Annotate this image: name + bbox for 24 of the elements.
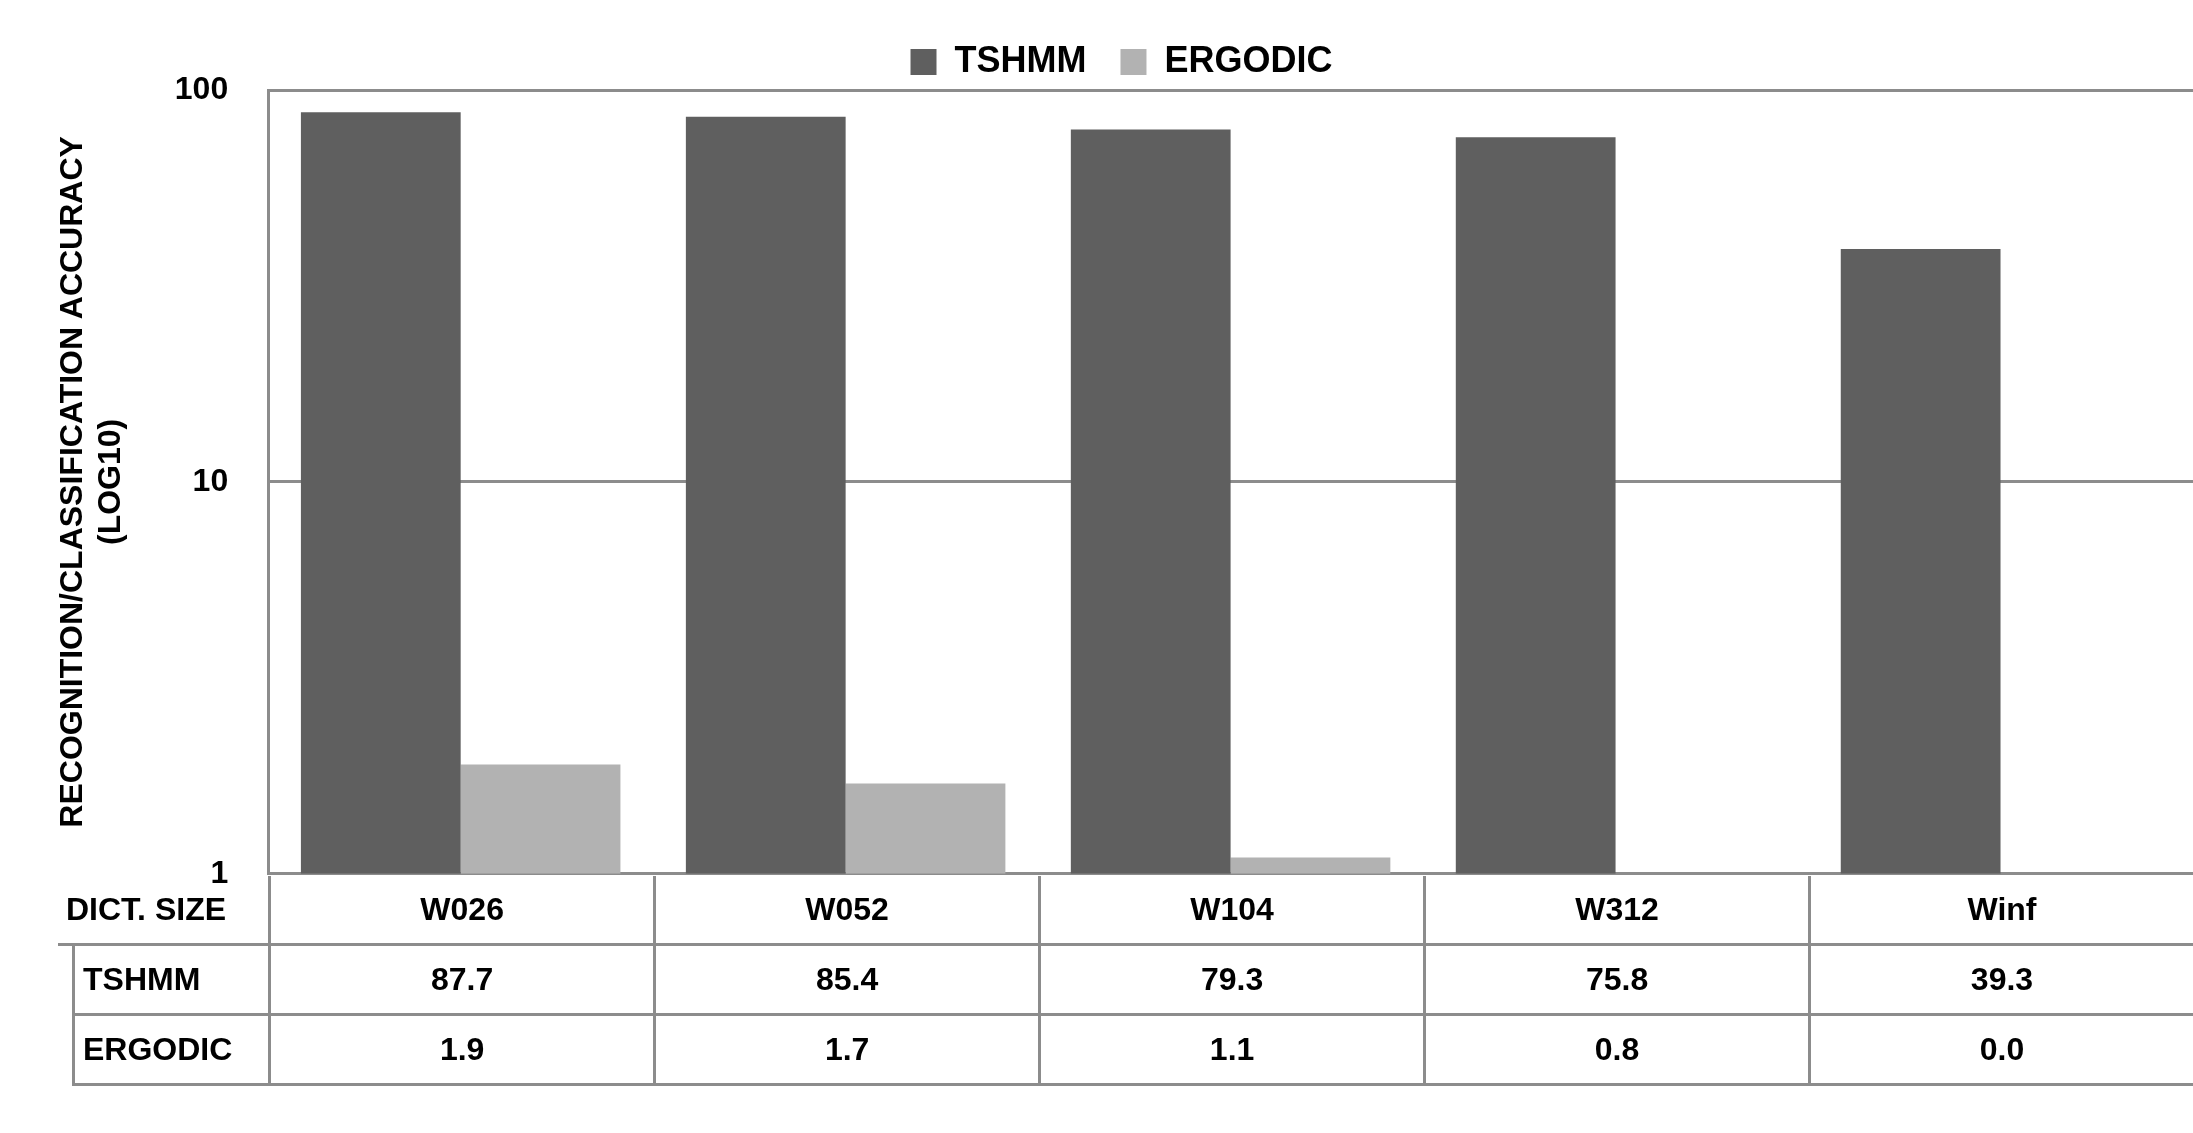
x-tick-label: W052 bbox=[653, 875, 1039, 946]
legend-label: ERGODIC bbox=[1164, 38, 1333, 80]
data-label: 79.3 bbox=[1038, 945, 1424, 1016]
x-tick-label: W312 bbox=[1423, 875, 1809, 946]
y-tick-label: 100 bbox=[174, 69, 229, 106]
data-label: 39.3 bbox=[1808, 945, 2193, 1016]
data-label: 75.8 bbox=[1423, 945, 1809, 1016]
x-tick-label: W026 bbox=[268, 875, 654, 946]
y-tick-label: 10 bbox=[192, 461, 229, 498]
x-tick-label: W104 bbox=[1038, 875, 1424, 946]
data-label: 87.7 bbox=[268, 945, 654, 1016]
text: 0.0 bbox=[1979, 1030, 2025, 1067]
data-label: 1.7 bbox=[653, 1015, 1039, 1086]
x-tick-label: Winf bbox=[1808, 875, 2193, 946]
x-axis-title: DICT. SIZE bbox=[66, 890, 227, 927]
y-tick-label: 1 bbox=[210, 853, 229, 890]
text: TSHMM bbox=[83, 960, 201, 997]
y-axis-title: RECOGNITION/CLASSIFICATION ACCURACY (LOG10) bbox=[53, 136, 128, 828]
text: 0.8 bbox=[1594, 1030, 1640, 1067]
text: ERGODIC bbox=[83, 1030, 233, 1067]
data-label: 85.4 bbox=[653, 945, 1039, 1016]
data-label: 1.9 bbox=[268, 1015, 654, 1086]
legend-label: TSHMM bbox=[954, 38, 1087, 80]
data-label: 1.1 bbox=[1038, 1015, 1424, 1086]
